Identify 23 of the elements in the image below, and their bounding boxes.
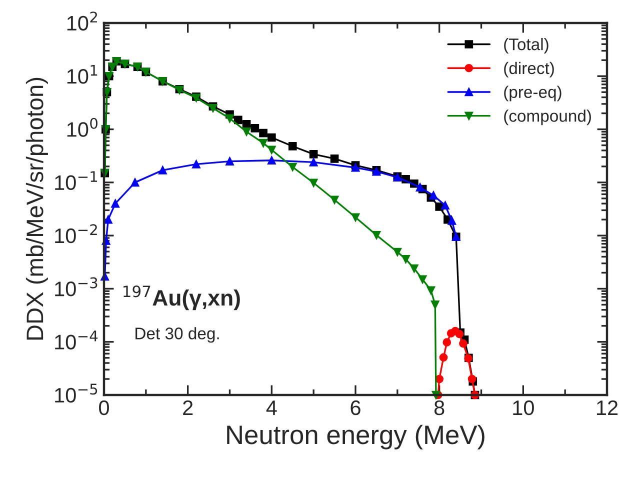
x-tick-label: 4 — [266, 400, 277, 415]
y-axis-title: DDX (mb/MeV/sr/photon) — [26, 78, 48, 340]
y-tick-label: 10$^{−5}$ — [55, 384, 98, 403]
y-tick-label: 10$^{0}$ — [67, 118, 98, 137]
x-tick-label: 10 — [513, 400, 534, 416]
y-tick-label: 10$^{1}$ — [67, 64, 98, 84]
x-axis-title: Neutron energy (MeV) — [227, 424, 484, 450]
y-tick-label: 10$^{−1}$ — [55, 171, 98, 190]
annotation: $^{197}$Au(γ,xn) — [124, 286, 240, 310]
legend-label: (pre-eq) — [504, 86, 562, 102]
legend-label: (direct) — [504, 62, 554, 78]
x-tick-label: 12 — [597, 400, 618, 415]
x-tick-label: 0 — [99, 400, 109, 416]
x-tick-label: 8 — [434, 400, 444, 416]
y-tick-label: 10$^{−4}$ — [55, 330, 98, 350]
legend-label: (compound) — [504, 110, 591, 126]
x-tick-label: 2 — [183, 400, 193, 415]
legend-label: (Total) — [504, 38, 548, 54]
annotation: Det 30 deg. — [136, 327, 219, 343]
y-tick-label: 10$^{2}$ — [67, 12, 97, 31]
y-tick-label: 10$^{−3}$ — [55, 277, 98, 296]
x-tick-label: 6 — [350, 400, 360, 416]
y-tick-label: 10$^{−2}$ — [55, 224, 97, 244]
